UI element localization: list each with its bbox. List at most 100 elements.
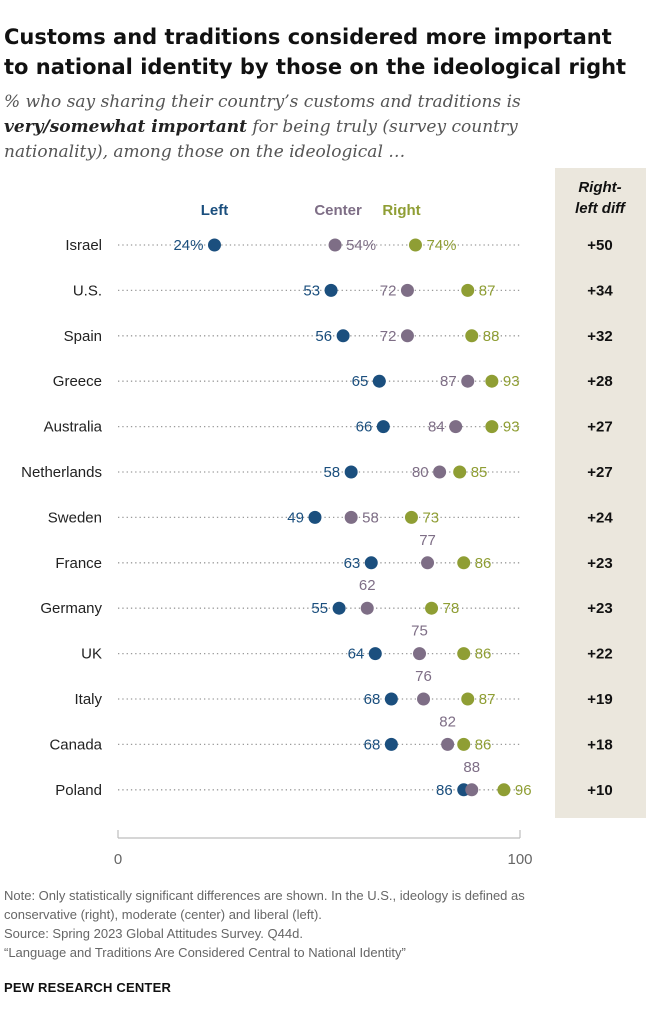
label-left-sweden: 49 — [287, 509, 304, 526]
chart-title-line-1: Customs and traditions considered more i… — [4, 25, 612, 49]
label-center-poland: 88 — [463, 759, 480, 776]
label-right-france: 86 — [475, 555, 492, 572]
dot-center-germany — [360, 601, 374, 615]
dot-left-spain — [336, 329, 350, 343]
label-center-spain: 72 — [380, 328, 397, 345]
diff-value-canada: +18 — [587, 736, 612, 753]
label-left-uk: 64 — [348, 646, 365, 663]
dot-right-uk — [457, 647, 471, 661]
label-right-israel: 74% — [426, 237, 456, 254]
dot-center-u-s — [400, 283, 414, 297]
country-label-canada: Canada — [49, 736, 102, 753]
note-line-1: Note: Only statistically significant dif… — [4, 888, 525, 903]
legend-center: Center — [314, 202, 362, 219]
dot-left-canada — [384, 737, 398, 751]
diff-value-greece: +28 — [587, 373, 612, 390]
dot-center-france — [421, 556, 435, 570]
country-label-france: France — [55, 555, 102, 572]
dot-right-u-s — [461, 283, 475, 297]
dot-right-australia — [485, 420, 499, 434]
country-label-sweden: Sweden — [48, 509, 102, 526]
label-left-germany: 55 — [311, 600, 328, 617]
label-right-sweden: 73 — [422, 509, 439, 526]
country-label-italy: Italy — [74, 691, 102, 708]
source-line: Source: Spring 2023 Global Attitudes Sur… — [4, 926, 303, 941]
label-center-italy: 76 — [415, 668, 432, 685]
diff-value-spain: +32 — [587, 328, 612, 345]
label-center-canada: 82 — [439, 713, 456, 730]
dot-right-poland — [497, 783, 511, 797]
label-right-uk: 86 — [475, 646, 492, 663]
label-center-israel: 54% — [346, 237, 376, 254]
dot-right-netherlands — [453, 465, 467, 479]
label-left-poland: 86 — [436, 782, 453, 799]
dot-center-australia — [449, 420, 463, 434]
subtitle-post: for being truly (survey country national… — [4, 117, 518, 162]
dot-left-italy — [384, 692, 398, 706]
dot-center-spain — [400, 329, 414, 343]
label-center-germany: 62 — [359, 577, 376, 594]
dot-center-poland — [465, 783, 479, 797]
dot-right-italy — [461, 692, 475, 706]
dot-center-uk — [413, 647, 426, 661]
label-left-greece: 65 — [352, 373, 369, 390]
label-center-u-s: 72 — [380, 282, 397, 299]
diff-value-israel: +50 — [587, 237, 612, 254]
label-right-spain: 88 — [483, 328, 500, 345]
country-label-spain: Spain — [64, 328, 102, 345]
label-left-netherlands: 58 — [323, 464, 340, 481]
dot-right-spain — [465, 329, 479, 343]
diff-value-poland: +10 — [587, 782, 612, 799]
label-left-france: 63 — [344, 555, 361, 572]
legend-right: Right — [382, 202, 420, 219]
label-left-spain: 56 — [315, 328, 332, 345]
label-left-australia: 66 — [356, 419, 373, 436]
country-label-poland: Poland — [55, 782, 102, 799]
label-right-italy: 87 — [479, 691, 496, 708]
diff-value-france: +23 — [587, 555, 612, 572]
country-label-australia: Australia — [44, 419, 103, 436]
label-right-greece: 93 — [503, 373, 520, 390]
chart-title-line-2: to national identity by those on the ide… — [4, 55, 627, 79]
label-right-canada: 86 — [475, 736, 492, 753]
diff-header-line-2: left diff — [575, 200, 627, 217]
org-name: PEW RESEARCH CENTER — [4, 980, 172, 995]
label-center-uk: 75 — [411, 623, 428, 640]
dot-left-israel — [207, 238, 221, 252]
dot-right-france — [457, 556, 471, 570]
country-label-uk: UK — [81, 646, 102, 663]
label-left-italy: 68 — [364, 691, 381, 708]
country-label-israel: Israel — [65, 237, 102, 254]
subtitle-bold: very/somewhat important — [4, 117, 247, 137]
country-label-netherlands: Netherlands — [21, 464, 102, 481]
dot-plot-chart: Right-left diff Left Center Right Israel 24% 5… — [21, 168, 646, 868]
chart-subtitle: % who say sharing their country’s custom… — [4, 90, 624, 165]
dot-left-france — [364, 556, 378, 570]
dot-left-u-s — [324, 283, 338, 297]
dot-center-greece — [461, 374, 475, 388]
diff-value-uk: +22 — [587, 646, 612, 663]
label-right-germany: 78 — [443, 600, 460, 617]
dot-center-israel — [328, 238, 342, 252]
x-tick-label-100: 100 — [507, 851, 532, 868]
label-right-netherlands: 85 — [471, 464, 488, 481]
label-left-canada: 68 — [364, 736, 381, 753]
diff-value-u-s: +34 — [587, 282, 613, 299]
dot-right-canada — [457, 737, 471, 751]
diff-value-australia: +27 — [587, 419, 612, 436]
chart-title: Customs and traditions considered more i… — [4, 22, 634, 82]
dot-center-sweden — [344, 510, 358, 524]
dot-right-israel — [408, 238, 422, 252]
dot-left-germany — [332, 601, 346, 615]
note-line-2: conservative (right), moderate (center) … — [4, 907, 322, 922]
label-center-france: 77 — [419, 532, 436, 549]
label-center-australia: 84 — [428, 419, 445, 436]
dot-left-uk — [368, 647, 382, 661]
diff-value-germany: +23 — [587, 600, 612, 617]
dot-center-italy — [417, 692, 431, 706]
dot-right-sweden — [404, 510, 418, 524]
label-center-greece: 87 — [440, 373, 457, 390]
diff-value-sweden: +24 — [587, 509, 613, 526]
x-tick-label-0: 0 — [114, 851, 122, 868]
dot-right-germany — [425, 601, 439, 615]
